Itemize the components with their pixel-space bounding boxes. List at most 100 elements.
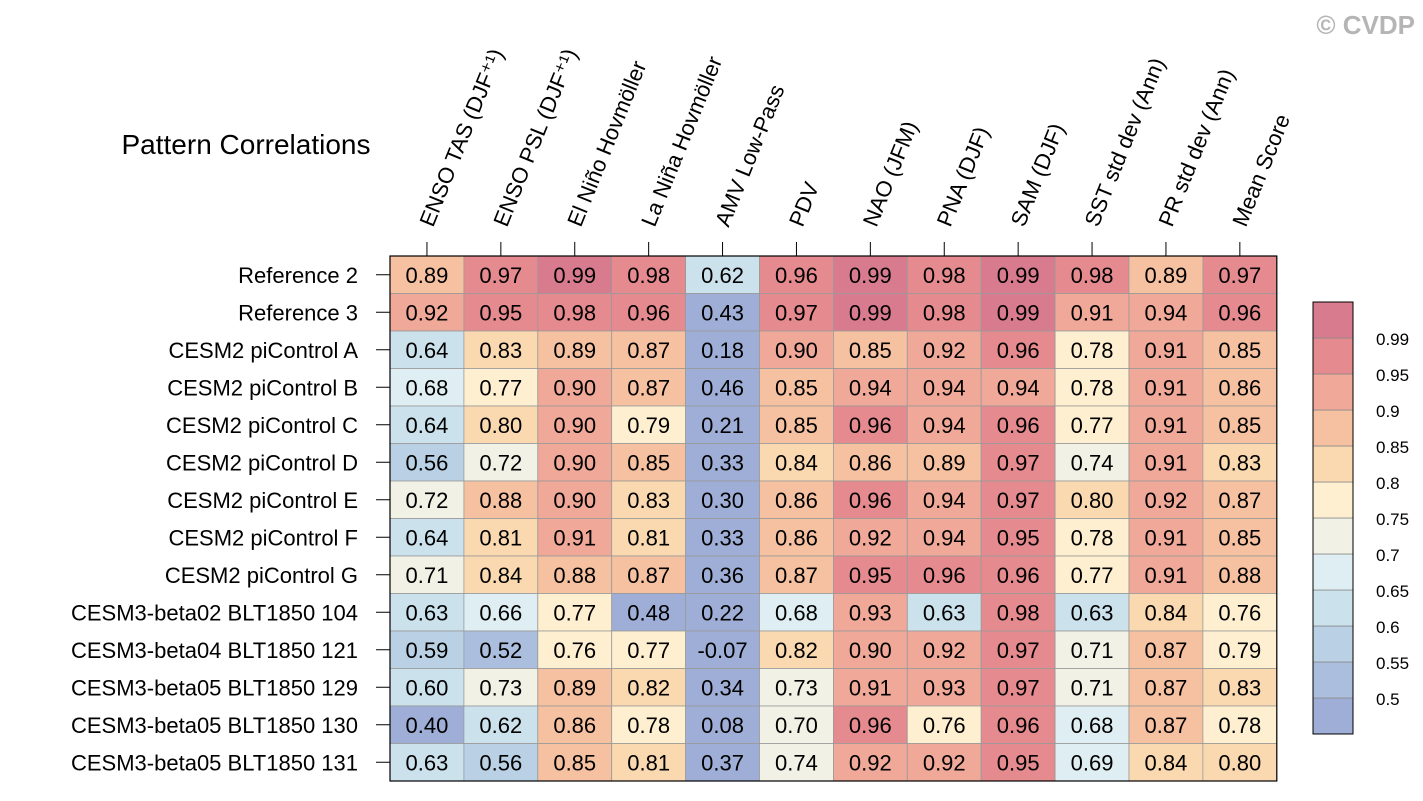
heatmap-cell: [833, 668, 908, 707]
cell-value-label: 0.84: [479, 563, 522, 588]
heatmap-cell: [1054, 593, 1130, 632]
heatmap-cell: [611, 368, 687, 407]
cell-value-label: 0.73: [775, 675, 818, 700]
cell-value-label: 0.60: [406, 675, 449, 700]
column-header-label: ENSO PSL (DJF⁺¹): [488, 45, 582, 230]
heatmap-cell: [906, 630, 982, 669]
column-header-label: PDV: [784, 178, 824, 230]
cell-value-label: 0.83: [479, 338, 522, 363]
heatmap-cell: [1128, 255, 1204, 294]
cell-value-label: 0.33: [701, 525, 744, 550]
heatmap-cell: [833, 518, 908, 557]
cell-value-label: 0.98: [923, 263, 966, 288]
cell-value-label: 0.95: [479, 300, 522, 325]
heatmap-cell: [1128, 705, 1204, 744]
heatmap-cell: [389, 480, 465, 519]
heatmap-cell: [389, 668, 465, 707]
row-label: Reference 3: [238, 300, 358, 325]
colorbar-label: 0.8: [1376, 474, 1400, 493]
cell-value-label: 0.46: [701, 375, 744, 400]
heatmap-cell: [611, 518, 687, 557]
cell-value-label: 0.71: [1071, 638, 1114, 663]
cell-value-label: 0.94: [1145, 300, 1188, 325]
cell-value-label: 0.62: [479, 713, 522, 738]
cell-value-label: 0.78: [1071, 525, 1114, 550]
cell-value-label: 0.87: [775, 563, 818, 588]
heatmap-cell: [906, 668, 982, 707]
cell-value-label: 0.96: [849, 413, 892, 438]
row-label: CESM2 piControl D: [166, 450, 358, 475]
cell-value-label: 0.08: [701, 713, 744, 738]
cell-value-label: 0.62: [701, 263, 744, 288]
cell-value-label: 0.90: [553, 450, 596, 475]
cell-value-label: 0.36: [701, 563, 744, 588]
cell-value-label: 0.80: [1218, 750, 1261, 775]
cell-value-label: 0.99: [997, 263, 1040, 288]
heatmap-cell: [980, 443, 1056, 482]
column-header-label: La Niña Hovmöller: [636, 53, 727, 230]
cell-value-label: 0.78: [627, 713, 670, 738]
cell-value-label: 0.90: [849, 638, 892, 663]
colorbar-swatch: [1312, 301, 1354, 339]
cell-value-label: -0.07: [697, 638, 747, 663]
cell-value-label: 0.69: [1071, 750, 1114, 775]
colorbar-swatch: [1312, 553, 1354, 591]
heatmap-cell: [463, 630, 539, 669]
heatmap-cell: [1054, 668, 1130, 707]
chart-title: Pattern Correlations: [121, 129, 370, 160]
cell-value-label: 0.89: [923, 450, 966, 475]
cell-value-label: 0.96: [997, 338, 1040, 363]
cell-value-label: 0.97: [1218, 263, 1261, 288]
heatmap-cell: [685, 705, 760, 744]
cell-value-label: 0.33: [701, 450, 744, 475]
cell-value-label: 0.97: [997, 675, 1040, 700]
heatmap-cell: [463, 743, 539, 782]
cell-value-label: 0.99: [849, 263, 892, 288]
heatmap-cell: [1054, 443, 1130, 482]
cell-value-label: 0.98: [553, 300, 596, 325]
heatmap-cell: [685, 518, 760, 557]
heatmap-cell: [1202, 368, 1278, 407]
heatmap-cell: [389, 443, 465, 482]
cell-value-label: 0.96: [997, 713, 1040, 738]
heatmap-cell: [1128, 555, 1204, 594]
cell-value-label: 0.94: [923, 375, 966, 400]
heatmap-cell: [980, 368, 1056, 407]
heatmap-cell: [980, 518, 1056, 557]
column-header-label: NAO (JFM): [858, 117, 923, 229]
row-label: CESM3-beta05 BLT1850 129: [71, 675, 358, 700]
heatmap-cell: [1054, 255, 1130, 294]
heatmap-cell: [980, 593, 1056, 632]
cell-value-label: 0.87: [627, 338, 670, 363]
heatmap-cell: [685, 405, 760, 444]
heatmap-cell: [537, 630, 613, 669]
cell-value-label: 0.85: [1218, 525, 1261, 550]
heatmap-cell: [980, 630, 1056, 669]
heatmap-cell: [1128, 293, 1204, 332]
cell-value-label: 0.48: [627, 600, 670, 625]
cell-value-label: 0.68: [406, 375, 449, 400]
column-header-label: ENSO TAS (DJF⁺¹): [414, 45, 508, 230]
heatmap-cell: [759, 480, 834, 519]
heatmap-border: [389, 255, 1278, 782]
cell-value-label: 0.96: [849, 713, 892, 738]
heatmap-cell: [1054, 518, 1130, 557]
cell-value-label: 0.93: [849, 600, 892, 625]
cell-value-label: 0.63: [923, 600, 966, 625]
heatmap-cell: [906, 518, 982, 557]
cell-value-label: 0.87: [1145, 675, 1188, 700]
heatmap-cell: [537, 555, 613, 594]
heatmap-cell: [463, 593, 539, 632]
cell-value-label: 0.89: [1145, 263, 1188, 288]
cell-value-label: 0.91: [1145, 450, 1188, 475]
heatmap-cell: [906, 555, 982, 594]
cell-value-label: 0.78: [1218, 713, 1261, 738]
cell-value-label: 0.87: [1145, 638, 1188, 663]
heatmap-cell: [389, 330, 465, 369]
cell-value-label: 0.97: [775, 300, 818, 325]
heatmap-cell: [1202, 630, 1278, 669]
colorbar-swatch: [1312, 697, 1354, 735]
heatmap-cell: [1128, 743, 1204, 782]
colorbar-label: 0.5: [1376, 690, 1400, 709]
cell-value-label: 0.96: [923, 563, 966, 588]
